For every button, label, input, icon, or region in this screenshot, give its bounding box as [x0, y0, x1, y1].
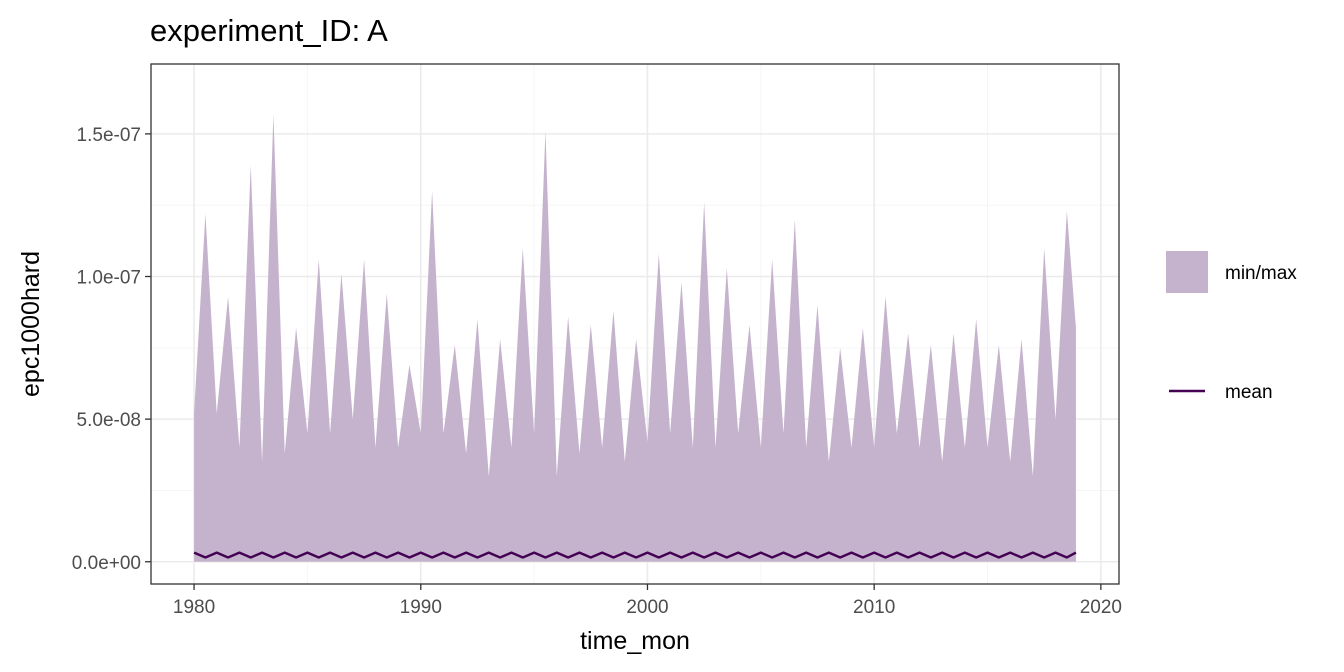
legend-item-mean: mean [1169, 382, 1273, 403]
y-tick-label: 1.5e-07 [77, 125, 141, 146]
x-tick-label: 1980 [173, 597, 215, 618]
chart-title: experiment_ID: A [150, 13, 388, 48]
legend-label-mean: mean [1225, 382, 1273, 403]
plot-panel [150, 63, 1120, 585]
legend-label-minmax: min/max [1225, 263, 1297, 284]
y-tick-label: 0.0e+00 [72, 553, 141, 574]
series-minmax-ribbon [194, 113, 1076, 562]
y-axis-title: epc1000hard [17, 251, 45, 397]
legend-key-fill [1166, 251, 1208, 293]
x-tick-label: 2010 [853, 597, 895, 618]
x-axis-title: time_mon [580, 627, 690, 655]
panel-border [150, 63, 1120, 585]
y-tick-label: 5.0e-08 [77, 410, 141, 431]
x-tick-label: 2000 [626, 597, 668, 618]
x-axis: 1980 1990 2000 2010 2020 [173, 584, 1122, 618]
x-tick-label: 2020 [1080, 597, 1122, 618]
legend-item-minmax: min/max [1166, 251, 1297, 293]
x-tick-label: 1990 [400, 597, 442, 618]
y-axis: 0.0e+00 5.0e-08 1.0e-07 1.5e-07 [72, 125, 151, 574]
series-layer [193, 113, 1077, 562]
y-tick-label: 1.0e-07 [77, 268, 141, 289]
legend: min/max mean [1166, 251, 1297, 403]
series-mean-line [193, 551, 1077, 559]
